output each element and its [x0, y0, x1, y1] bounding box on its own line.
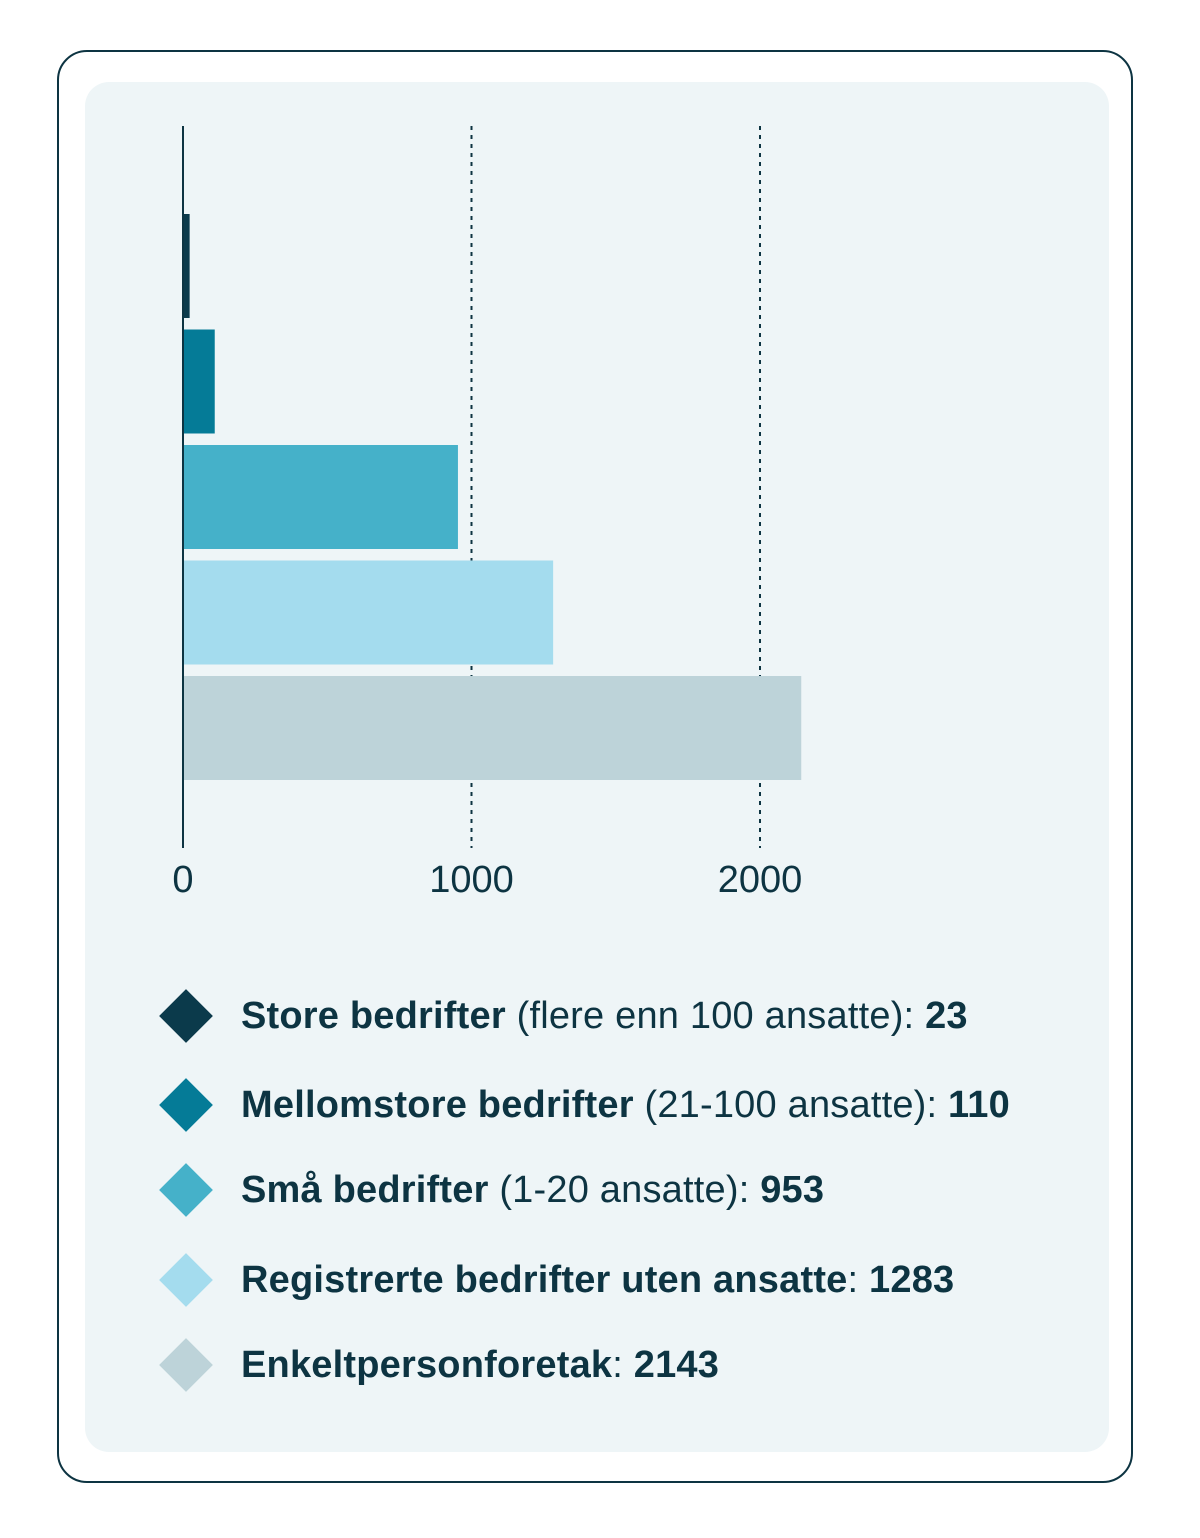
legend-note: (flere enn 100 ansatte): [505, 994, 904, 1037]
legend-name: Registrerte bedrifter uten ansatte: [241, 1258, 848, 1301]
legend-colon: :: [612, 1343, 634, 1386]
diamond-icon: [159, 989, 213, 1043]
bar-registrerte-bedrifter-uten-ansatte: [183, 560, 554, 665]
x-tick-label: 0: [172, 859, 193, 901]
legend-label: Mellomstore bedrifter (21-100 ansatte): …: [241, 1084, 1010, 1127]
diamond-icon: [159, 1163, 213, 1217]
legend-item: Små bedrifter (1-20 ansatte): 953: [158, 1160, 824, 1220]
legend-value: 2143: [633, 1343, 720, 1386]
legend-value: 23: [925, 994, 968, 1037]
x-tick-labels: 0 1000 2000: [172, 859, 802, 901]
legend-label: Små bedrifter (1-20 ansatte): 953: [241, 1169, 824, 1212]
legend-label: Store bedrifter (flere enn 100 ansatte):…: [241, 995, 968, 1038]
legend-colon: :: [926, 1083, 949, 1126]
grid-lines: [470, 126, 761, 848]
x-tick-label: 2000: [718, 859, 803, 901]
legend-name: Store bedrifter: [241, 994, 506, 1037]
legend-value: 110: [948, 1083, 1010, 1126]
diamond-icon: [159, 1253, 213, 1307]
legend-item: Enkeltpersonforetak: 2143: [158, 1335, 719, 1395]
x-tick-label: 1000: [429, 859, 514, 901]
legend-item: Registrerte bedrifter uten ansatte: 1283: [158, 1250, 954, 1310]
bar-enkeltpersonforetak: [183, 676, 802, 780]
legend-name: Små bedrifter: [241, 1168, 489, 1211]
bar-sm-bedrifter: [183, 445, 458, 549]
bar-store-bedrifter: [183, 214, 190, 318]
legend-item: Mellomstore bedrifter (21-100 ansatte): …: [158, 1075, 1010, 1135]
legend-value: 953: [760, 1168, 825, 1211]
diamond-icon: [159, 1078, 213, 1132]
legend-colon: :: [738, 1168, 761, 1211]
legend-value: 1283: [869, 1258, 955, 1301]
legend-label: Registrerte bedrifter uten ansatte: 1283: [241, 1259, 954, 1302]
legend-colon: :: [847, 1258, 870, 1301]
bars: [183, 214, 802, 780]
legend-note: (1-20 ansatte): [488, 1168, 739, 1211]
legend-label: Enkeltpersonforetak: 2143: [241, 1344, 719, 1387]
legend-item: Store bedrifter (flere enn 100 ansatte):…: [158, 986, 968, 1046]
legend-colon: :: [903, 994, 926, 1037]
legend-note: (21-100 ansatte): [633, 1083, 927, 1126]
legend-name: Enkeltpersonforetak: [241, 1343, 613, 1386]
bar-mellomstore-bedrifter: [183, 329, 215, 434]
diamond-icon: [159, 1338, 213, 1392]
legend-name: Mellomstore bedrifter: [241, 1083, 634, 1126]
